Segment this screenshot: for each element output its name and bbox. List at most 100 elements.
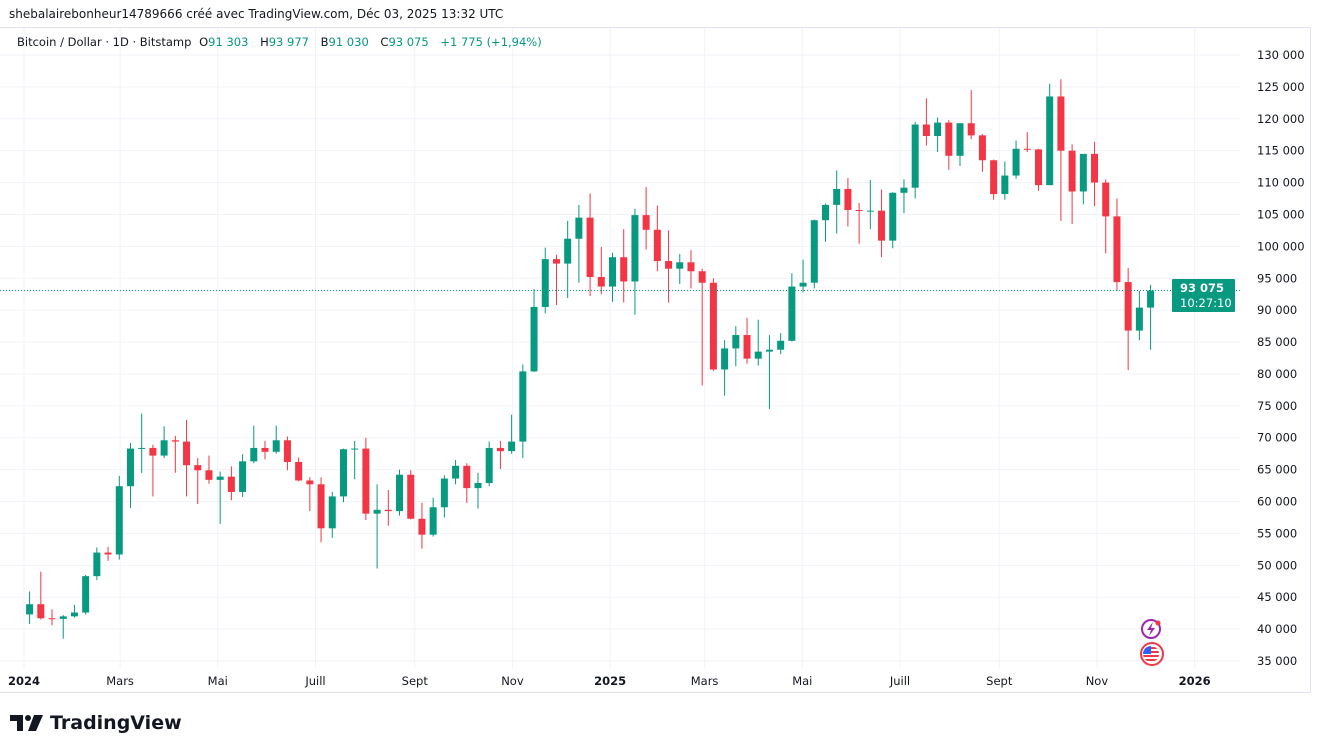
change-value: +1 775 (+1,94%)	[440, 35, 542, 49]
candle-body	[721, 348, 729, 370]
candle-body	[855, 210, 863, 212]
candle	[1057, 79, 1065, 221]
candle	[956, 123, 964, 166]
candle-body	[541, 259, 549, 307]
high-value: 93 977	[268, 35, 309, 49]
candle-body	[788, 286, 796, 341]
candle	[295, 457, 303, 482]
x-axis-tick-label: Nov	[501, 674, 524, 688]
candle-body	[878, 210, 886, 241]
candle	[564, 220, 572, 299]
candle	[889, 192, 897, 249]
candle	[351, 440, 359, 480]
candle-body	[48, 618, 56, 620]
candle	[552, 254, 560, 306]
symbol-title[interactable]: Bitcoin / Dollar · 1D · Bitstamp	[17, 35, 192, 49]
y-axis-tick-label: 105 000	[1257, 207, 1305, 221]
us-flag-economic-event-icon[interactable]	[1140, 642, 1164, 666]
candle-body	[384, 509, 392, 512]
candle	[810, 219, 818, 289]
lightning-event-icon[interactable]	[1141, 619, 1161, 639]
candle-body	[463, 465, 471, 489]
candle-body	[351, 448, 359, 450]
candle	[485, 441, 493, 487]
candle-body	[407, 474, 415, 519]
candle-body	[1034, 149, 1042, 186]
x-axis-tick-label: 2026	[1179, 674, 1211, 688]
candle	[328, 491, 336, 538]
candle	[575, 204, 583, 283]
candle-body	[115, 486, 123, 555]
candle-body	[396, 474, 404, 512]
open-value: 91 303	[208, 35, 249, 49]
candle	[765, 335, 773, 410]
candle	[37, 571, 45, 620]
candle	[407, 470, 415, 520]
candle	[978, 134, 986, 172]
candle	[1079, 153, 1087, 205]
chart-credit: shebalairebonheur14789666 créé avec Trad…	[9, 7, 504, 21]
chart-panel[interactable]	[0, 27, 1311, 693]
candle	[721, 340, 729, 396]
candle-body	[1102, 182, 1110, 217]
candle-body	[474, 483, 482, 489]
candle-body	[272, 440, 280, 452]
y-axis-tick-label: 110 000	[1257, 176, 1305, 190]
candle-body	[934, 122, 942, 137]
candle	[1124, 268, 1132, 371]
price-tag-value: 93 075	[1180, 281, 1224, 295]
y-axis-tick-label: 125 000	[1257, 80, 1305, 94]
candle	[496, 440, 504, 469]
candle-body	[26, 604, 34, 615]
candle-body	[362, 448, 370, 514]
candle-body	[496, 447, 504, 452]
candle-body	[194, 465, 202, 471]
candle-body	[642, 215, 650, 230]
candle-body	[171, 440, 179, 442]
candle-body	[485, 447, 493, 484]
candle	[373, 484, 381, 569]
candle-body	[452, 465, 460, 479]
candle-body	[620, 257, 628, 282]
candle-body	[967, 123, 975, 136]
low-label: B	[320, 35, 329, 49]
x-axis-tick-label: Sept	[402, 674, 429, 688]
y-axis-tick-label: 75 000	[1257, 399, 1297, 413]
candle-body	[586, 217, 594, 277]
y-axis-tick-label: 65 000	[1257, 463, 1297, 477]
candle	[967, 90, 975, 140]
candle	[384, 490, 392, 526]
candle-body	[1001, 175, 1009, 195]
candle	[687, 250, 695, 289]
candle	[855, 202, 863, 244]
candle-body	[866, 210, 874, 212]
candle-body	[1057, 96, 1065, 151]
candle	[138, 413, 146, 473]
candle-body	[609, 257, 617, 287]
candle	[821, 203, 829, 242]
candle-body	[104, 552, 112, 555]
candle-body	[665, 261, 673, 269]
candle	[474, 472, 482, 509]
candle-body	[149, 447, 157, 456]
candle-body	[1091, 153, 1099, 183]
candle	[463, 463, 471, 503]
candle	[283, 436, 291, 471]
candle-body	[687, 262, 695, 272]
candle-body	[956, 123, 964, 156]
candle-body	[306, 480, 314, 485]
y-axis-tick-label: 45 000	[1257, 590, 1297, 604]
candle	[362, 437, 370, 521]
open-label: O	[199, 35, 209, 49]
candle	[26, 591, 34, 625]
y-axis-tick-label: 115 000	[1257, 144, 1305, 158]
candle-body	[283, 440, 291, 462]
y-axis-tick-label: 55 000	[1257, 526, 1297, 540]
candle-body	[160, 440, 168, 456]
candle	[306, 477, 314, 512]
candle-body	[1046, 96, 1054, 186]
candle-body	[138, 447, 146, 449]
tradingview-logo[interactable]: TradingView	[10, 712, 182, 734]
candle-body	[889, 192, 897, 241]
